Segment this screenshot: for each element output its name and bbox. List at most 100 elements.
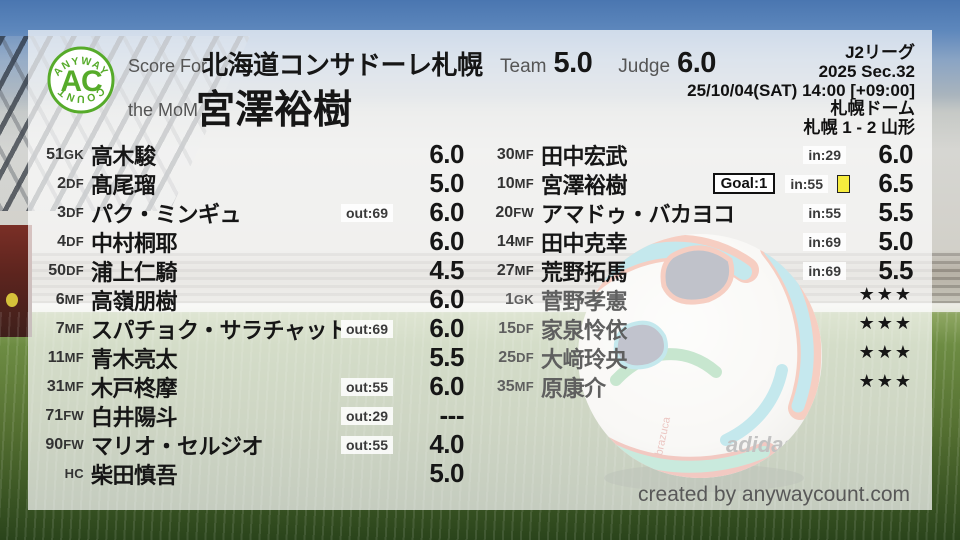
player-name: 田中克幸 <box>541 230 628 256</box>
anywaycount-logo: AC ANYWAY COUNT <box>46 45 116 115</box>
sub-out-badge: out:55 <box>341 377 393 396</box>
player-position: MF <box>514 175 534 191</box>
player-number-position: 2DF <box>36 175 84 193</box>
player-rating: 6.0 <box>429 226 464 256</box>
player-row: 15DF 家泉怜依 ★★★ <box>490 313 913 343</box>
player-number: 6 <box>55 290 65 308</box>
unused-star-rating: ★★★ <box>858 342 913 362</box>
season-section: 2025 Sec.32 <box>818 61 915 81</box>
player-rating: 6.0 <box>429 197 464 227</box>
player-number: 1 <box>504 290 514 308</box>
player-number-position: 15DF <box>490 320 534 338</box>
player-number-position: 31MF <box>36 378 84 396</box>
sub-out-badge: out:69 <box>341 319 393 338</box>
player-rating: 6.0 <box>429 313 464 343</box>
mom-player-name: 宮澤裕樹 <box>196 89 353 132</box>
player-number: 50 <box>48 261 67 279</box>
player-name: 浦上仁騎 <box>91 259 178 285</box>
player-number-position: 27MF <box>490 262 534 280</box>
sub-in-badge: in:69 <box>803 261 846 280</box>
stand-detail <box>0 225 32 337</box>
player-position: DF <box>66 204 84 220</box>
sub-out-badge: out:55 <box>341 435 393 454</box>
player-row: 7MF スパチョク・サラチャット out:69 6.0 <box>36 313 465 343</box>
player-position: HC <box>64 465 84 481</box>
player-number-position: 20FW <box>490 204 534 222</box>
player-name: 田中宏武 <box>541 143 628 169</box>
player-position: FW <box>63 436 84 452</box>
player-rating: 5.0 <box>878 226 913 256</box>
player-rating: 6.0 <box>429 284 464 314</box>
player-name: 荒野拓馬 <box>541 259 628 285</box>
player-number: 35 <box>496 377 515 395</box>
sub-in-badge: in:55 <box>785 174 828 193</box>
player-row: 10MF 宮澤裕樹 Goal:1 in:55 6.5 <box>490 168 914 198</box>
player-position: DF <box>516 349 534 365</box>
venue-name: 札幌ドーム <box>830 99 916 119</box>
player-number-position: 7MF <box>36 320 84 338</box>
sub-in-badge: in:69 <box>803 232 846 251</box>
player-number: 14 <box>496 232 515 250</box>
player-row: 14MF 田中克幸 in:69 5.0 <box>490 226 914 256</box>
player-position: DF <box>66 233 84 249</box>
player-name: 柴田慎吾 <box>91 462 178 488</box>
player-position: GK <box>513 291 534 307</box>
player-rating: 5.0 <box>429 168 464 198</box>
player-rating: 5.0 <box>429 458 464 488</box>
sub-out-badge: out:29 <box>341 406 393 425</box>
player-row: 4DF 中村桐耶 6.0 <box>36 226 464 256</box>
player-row: 51GK 高木駿 6.0 <box>36 139 464 169</box>
player-number: 27 <box>496 261 515 279</box>
player-position: MF <box>514 233 534 249</box>
player-name: スパチョク・サラチャット <box>91 317 341 343</box>
mom-label: the MoM <box>128 100 199 120</box>
score-for-label: Score For <box>128 56 208 76</box>
player-number: 4 <box>57 232 67 250</box>
player-position: MF <box>64 291 84 307</box>
league-name: J2リーグ <box>845 43 915 62</box>
white-overlay-card <box>28 30 932 510</box>
player-name: 髙尾瑠 <box>91 172 156 198</box>
player-row: 3DF パク・ミンギュ out:69 6.0 <box>36 197 464 227</box>
player-position: MF <box>64 378 84 394</box>
player-name: 菅野孝憲 <box>541 288 628 314</box>
team-score-label: Team <box>500 56 547 77</box>
player-number: 7 <box>55 319 65 337</box>
unused-star-rating: ★★★ <box>858 284 913 304</box>
player-name: パク・ミンギュ <box>91 201 242 227</box>
player-position: DF <box>66 175 84 191</box>
kickoff-datetime: 25/10/04(SAT) 14:00 [+09:00] <box>687 80 915 100</box>
player-row: 50DF 浦上仁騎 4.5 <box>36 255 464 285</box>
player-row: 35MF 原康介 ★★★ <box>490 371 913 401</box>
player-name: 宮澤裕樹 <box>541 172 628 198</box>
player-row: 90FW マリオ・セルジオ out:55 4.0 <box>36 429 464 459</box>
player-number-position: 25DF <box>490 349 534 367</box>
player-name: 高木駿 <box>91 143 156 169</box>
player-number: 2 <box>57 174 67 192</box>
player-row: 31MF 木戸柊摩 out:55 6.0 <box>36 371 465 401</box>
score-summary: Team 5.0 Judge 6.0 <box>500 47 716 80</box>
player-number-position: 11MF <box>36 349 84 367</box>
match-info-block: J2リーグ 2025 Sec.32 25/10/04(SAT) 14:00 [+… <box>495 43 916 138</box>
player-row: 2DF 髙尾瑠 5.0 <box>36 168 464 198</box>
player-number-position: 71FW <box>36 407 84 425</box>
player-number: 31 <box>46 377 65 395</box>
player-number: 10 <box>496 174 515 192</box>
player-rating: 6.0 <box>429 371 464 401</box>
player-number-position: 50DF <box>36 262 84 280</box>
player-row: HC 柴田慎吾 5.0 <box>36 458 465 488</box>
team-name: 北海道コンサドーレ札幌 <box>202 50 483 80</box>
player-rating: 5.5 <box>429 342 464 372</box>
player-position: MF <box>64 349 84 365</box>
sub-in-badge: in:29 <box>803 145 846 164</box>
player-number-position: 4DF <box>36 233 84 251</box>
player-name: 木戸柊摩 <box>91 375 178 401</box>
player-number-position: 90FW <box>36 436 84 454</box>
team-score-value: 5.0 <box>553 47 593 79</box>
player-number: 3 <box>57 203 67 221</box>
player-position: MF <box>514 262 534 278</box>
player-name: 原康介 <box>541 375 606 401</box>
player-number: 25 <box>498 348 517 366</box>
yellow-card-icon <box>837 174 850 193</box>
